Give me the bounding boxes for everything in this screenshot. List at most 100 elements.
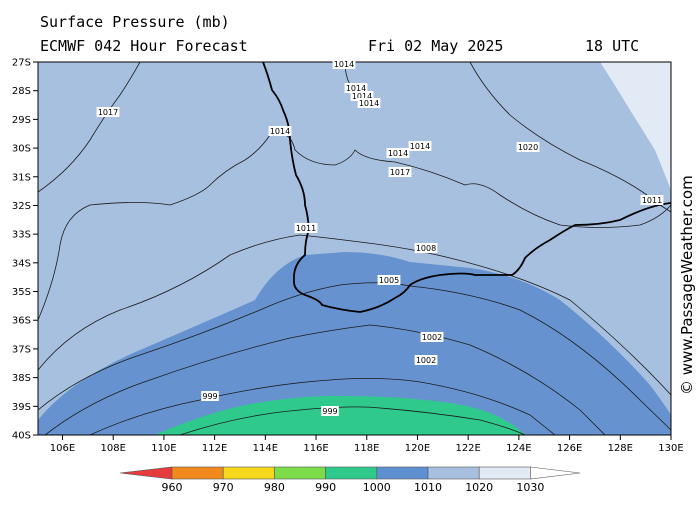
- isobar-label: 1014: [268, 126, 292, 136]
- lat-tick-label: 33S: [12, 230, 31, 241]
- colorbar-legend: 960 970 980 990 1000 1010 1020 1030: [119, 466, 581, 494]
- isobar-1011: [38, 234, 671, 396]
- svg-text:1014: 1014: [346, 84, 366, 93]
- svg-text:1014: 1014: [388, 149, 408, 158]
- colorbar-label: 1020: [465, 481, 493, 494]
- colorbar-label: 960: [162, 481, 183, 494]
- svg-text:1014: 1014: [352, 92, 372, 101]
- latitude-axis: 27S 28S 29S 30S 31S 32S 33S 34S 35S 36S 37S 38S 39S 4…: [12, 58, 38, 442]
- isobar-1008: [38, 282, 671, 431]
- isobar-labels: 1017101410141014101410141014101410171020…: [96, 59, 664, 416]
- isobar-label: 1014: [386, 148, 410, 158]
- lon-tick-label: 116E: [303, 443, 328, 454]
- isobar-label: 1008: [414, 243, 438, 253]
- isobar-label: 1014: [344, 83, 368, 93]
- lon-tick-label: 106E: [50, 443, 75, 454]
- colorbar-label: 1010: [414, 481, 442, 494]
- lon-tick-label: 108E: [101, 443, 126, 454]
- longitude-axis: 106E 108E 110E 112E 114E 116E 118E 120E 122E 124E…: [50, 435, 684, 454]
- lon-tick-label: 110E: [151, 443, 176, 454]
- forecast-time: 18 UTC: [585, 37, 640, 55]
- band-1020-1030: [600, 62, 671, 190]
- svg-text:1011: 1011: [296, 224, 316, 233]
- lat-tick-label: 35S: [12, 287, 31, 298]
- svg-text:1008: 1008: [416, 244, 436, 253]
- colorbar-segment: [427, 466, 480, 480]
- svg-text:1014: 1014: [359, 99, 379, 108]
- colorbar-max-arrow: [530, 466, 581, 480]
- svg-text:1014: 1014: [270, 127, 290, 136]
- lon-tick-label: 114E: [253, 443, 278, 454]
- colorbar-segment: [478, 466, 531, 480]
- isobar-label: 1014: [350, 91, 374, 101]
- lon-tick-label: 112E: [202, 443, 227, 454]
- isobar-1005: [44, 324, 606, 435]
- lon-tick-label: 130E: [658, 443, 683, 454]
- lon-tick-label: 118E: [354, 443, 379, 454]
- isobar-1017-east: [469, 62, 671, 213]
- lat-tick-label: 27S: [12, 58, 31, 69]
- svg-text:1002: 1002: [416, 356, 436, 365]
- colorbar-segment: [376, 466, 429, 480]
- svg-text:1002: 1002: [422, 333, 442, 342]
- isobar-label: 1002: [414, 355, 438, 365]
- band-990-1000: [155, 395, 525, 435]
- isobar-label: 1014: [408, 141, 432, 151]
- isobar-label: 999: [201, 391, 219, 401]
- colorbar-label: 1000: [363, 481, 391, 494]
- lat-tick-label: 29S: [12, 115, 31, 126]
- lat-tick-label: 32S: [12, 201, 31, 212]
- lat-tick-label: 40S: [12, 431, 31, 442]
- isobar-label: 1014: [332, 59, 356, 69]
- lat-tick-label: 34S: [12, 258, 31, 269]
- svg-text:1014: 1014: [334, 60, 354, 69]
- svg-text:1014: 1014: [410, 142, 430, 151]
- svg-text:1005: 1005: [379, 276, 399, 285]
- lat-tick-label: 37S: [12, 344, 31, 355]
- svg-text:1017: 1017: [98, 108, 118, 117]
- lat-tick-label: 36S: [12, 316, 31, 327]
- lat-tick-label: 39S: [12, 402, 31, 413]
- isobar-label: 1017: [96, 107, 120, 117]
- colorbar-label: 980: [264, 481, 285, 494]
- colorbar-segment: [274, 466, 326, 480]
- isobar-label: 1011: [294, 223, 318, 233]
- isobar-1002: [89, 378, 556, 435]
- lon-tick-label: 124E: [506, 443, 531, 454]
- svg-text:999: 999: [202, 392, 217, 401]
- isobar-label: 1005: [377, 275, 401, 285]
- colorbar-label: 1030: [516, 481, 544, 494]
- colorbar-segment: [171, 466, 224, 480]
- lat-tick-label: 30S: [12, 144, 31, 155]
- australia-coastline: [262, 62, 671, 313]
- colorbar-label: 970: [213, 481, 234, 494]
- isobar-1014-west: [38, 132, 671, 321]
- lon-tick-label: 128E: [608, 443, 633, 454]
- colorbar-min-arrow: [119, 466, 173, 480]
- isobar-label: 1017: [388, 167, 412, 177]
- model-forecast-label: ECMWF 042 Hour Forecast: [40, 37, 248, 55]
- isobar-label: 1011: [640, 195, 664, 205]
- map-title: Surface Pressure (mb): [40, 13, 230, 31]
- lat-tick-label: 28S: [12, 86, 31, 97]
- lon-tick-label: 120E: [405, 443, 430, 454]
- isobar-999: [179, 406, 526, 435]
- lat-tick-label: 38S: [12, 373, 31, 384]
- colorbar-segment: [325, 466, 378, 480]
- lon-tick-label: 126E: [557, 443, 582, 454]
- svg-text:1020: 1020: [518, 143, 538, 152]
- svg-text:1011: 1011: [642, 196, 662, 205]
- isobar-label: 1014: [357, 98, 381, 108]
- isobar-label: 1002: [420, 332, 444, 342]
- isobar-label: 999: [321, 406, 339, 416]
- isobar-label: 1020: [516, 142, 540, 152]
- svg-text:1017: 1017: [390, 168, 410, 177]
- colorbar-label: 990: [315, 481, 336, 494]
- forecast-date: Fri 02 May 2025: [368, 37, 504, 55]
- band-1000-1010: [38, 252, 671, 435]
- colorbar-segment: [222, 466, 275, 480]
- isobar-1017-west: [38, 62, 141, 193]
- svg-text:999: 999: [322, 407, 337, 416]
- lon-tick-label: 122E: [455, 443, 480, 454]
